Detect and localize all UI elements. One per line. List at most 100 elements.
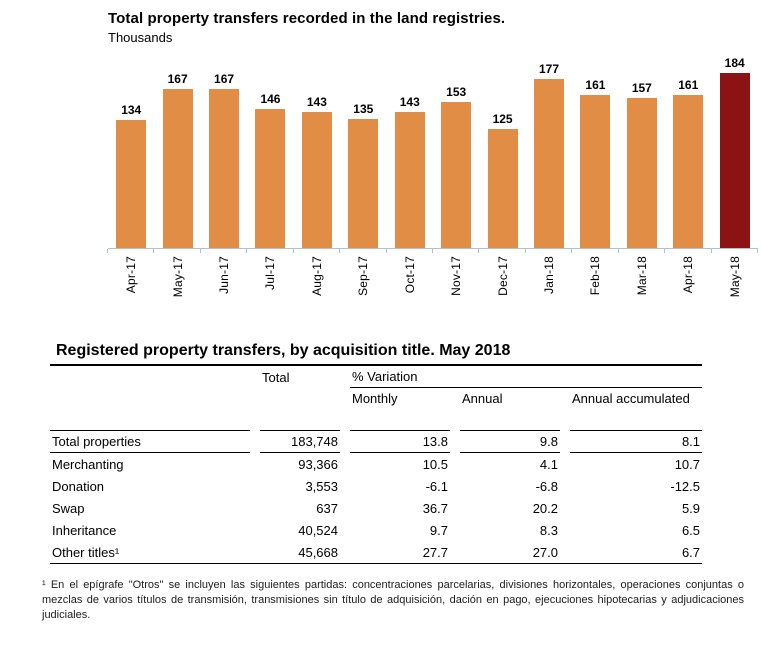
x-axis-label: Feb-18 [588, 256, 603, 296]
x-label-slot: Feb-18 [572, 256, 618, 318]
header-spacer [260, 388, 340, 430]
row-label: Merchanting [52, 457, 124, 472]
axis-tick [199, 249, 201, 253]
col-header-annual-accumulated: Annual accumulated [572, 391, 690, 406]
x-label-slot: Oct-17 [387, 256, 433, 318]
x-axis-labels: Apr-17 May-17 Jun-17 Jul-17 Aug-17 Sep-17 Oct-… [108, 256, 758, 318]
bar-value-label: 143 [306, 95, 327, 109]
cell-annual: 20.2 [532, 501, 558, 516]
cell-monthly: 36.7 [422, 501, 448, 516]
x-label-slot: May-17 [154, 256, 200, 318]
cell-annual-accumulated: 6.7 [681, 545, 701, 560]
bar-slot-may-17: 167 [154, 72, 200, 248]
header-spacer [50, 366, 250, 388]
bar-may-17 [162, 89, 193, 248]
transfers-table: Total % Variation Monthly Annual Annual … [40, 366, 712, 563]
bar-jul-17 [255, 109, 286, 248]
row-label: Swap [52, 501, 85, 516]
cell-total: 3,553 [305, 479, 338, 494]
bar-slot-aug-17: 143 [294, 95, 340, 248]
bar-may-18 [719, 73, 750, 248]
table-header-row-2: Monthly Annual Annual accumulated [50, 388, 702, 430]
axis-tick [292, 249, 294, 253]
cell-monthly: 13.8 [350, 430, 450, 453]
bar-slot-oct-17: 143 [387, 95, 433, 248]
bar-value-label: 146 [260, 92, 281, 106]
x-label-slot: Jan-18 [526, 256, 572, 318]
bar-value-label: 157 [631, 81, 652, 95]
bar-mar-18 [626, 98, 657, 248]
table-row: Swap 637 36.7 20.2 5.9 [50, 497, 702, 519]
table-row: Other titles¹ 45,668 27.7 27.0 6.7 [50, 541, 702, 563]
cell-annual-accumulated: -12.5 [670, 479, 701, 494]
cell-monthly: 10.5 [422, 457, 448, 472]
bar-oct-17 [394, 112, 425, 248]
cell-annual-accumulated: 10.7 [674, 457, 701, 472]
axis-tick [710, 249, 712, 253]
cell-monthly: 27.7 [422, 545, 448, 560]
cell-total: 40,524 [298, 523, 338, 538]
x-label-slot: Sep-17 [340, 256, 386, 318]
bar-value-label: 135 [353, 102, 374, 116]
row-label: Other titles¹ [52, 545, 120, 560]
table-section: Registered property transfers, by acquis… [50, 342, 703, 564]
chart-section: Total property transfers recorded in the… [107, 10, 758, 318]
x-axis-label: Apr-18 [681, 256, 696, 294]
bar-value-label: 161 [585, 78, 606, 92]
bar-nov-17 [441, 102, 472, 248]
col-header-monthly: Monthly [352, 391, 398, 406]
bar-jun-17 [209, 89, 240, 248]
bar-slot-dec-17: 125 [479, 112, 525, 248]
x-label-slot: Jul-17 [247, 256, 293, 318]
bar-feb-18 [580, 95, 611, 248]
axis-tick [432, 249, 433, 253]
x-label-slot: Apr-18 [665, 256, 711, 318]
x-label-slot: Aug-17 [294, 256, 340, 318]
bar-value-label: 184 [724, 56, 745, 70]
x-label-slot: Nov-17 [433, 256, 479, 318]
cell-monthly: 9.7 [429, 523, 448, 538]
x-axis-label: Nov-17 [449, 256, 464, 296]
axis-tick [385, 249, 387, 253]
col-header-total: Total [262, 370, 290, 385]
cell-annual: 4.1 [539, 457, 558, 472]
axis-tick [246, 249, 248, 253]
axis-tick [107, 249, 108, 253]
x-axis-label: Oct-17 [402, 256, 417, 294]
table-bottom-rule [50, 563, 702, 564]
bar-chart-plot-area: 134 167 167 146 143 135 143 153 125 177 161 157 161 1… [108, 49, 758, 249]
axis-tick [153, 249, 155, 253]
x-axis-label: Jan-18 [542, 256, 556, 294]
axis-tick [571, 249, 573, 253]
cell-annual: 9.8 [460, 430, 560, 453]
axis-tick [757, 249, 758, 253]
x-axis-label: Dec-17 [495, 256, 510, 296]
bar-value-label: 153 [446, 85, 467, 99]
cell-total: 637 [316, 501, 338, 516]
x-axis-label: Jun-17 [217, 256, 232, 294]
bar-value-label: 134 [121, 103, 142, 117]
table-header-row-1: Total % Variation [50, 366, 703, 388]
x-axis-label: May-17 [170, 256, 185, 298]
footnote: ¹ En el epígrafe "Otros" se incluyen las… [42, 579, 744, 621]
cell-total: 183,748 [260, 430, 340, 453]
chart-title: Total property transfers recorded in the… [108, 10, 506, 27]
bar-dec-17 [487, 129, 518, 248]
axis-tick [478, 249, 480, 253]
axis-tick [339, 249, 341, 253]
table-row: Merchanting 93,366 10.5 4.1 10.7 [50, 453, 702, 475]
cell-annual: 27.0 [532, 545, 558, 560]
axis-tick [524, 249, 526, 253]
x-label-slot: Apr-17 [108, 256, 154, 318]
bar-slot-mar-18: 157 [619, 81, 665, 248]
x-axis-ticks [107, 249, 758, 254]
bar-apr-17 [116, 120, 147, 248]
bar-slot-jul-17: 146 [247, 92, 293, 248]
bar-jan-18 [534, 79, 564, 248]
x-label-slot: May-18 [711, 256, 757, 318]
bar-apr-18 [673, 95, 704, 248]
chart-unit-label: Thousands [108, 30, 173, 45]
table-title: Registered property transfers, by acquis… [50, 342, 702, 366]
table-row: Total properties 183,748 13.8 9.8 8.1 [50, 430, 703, 453]
row-label: Total properties [50, 430, 250, 453]
